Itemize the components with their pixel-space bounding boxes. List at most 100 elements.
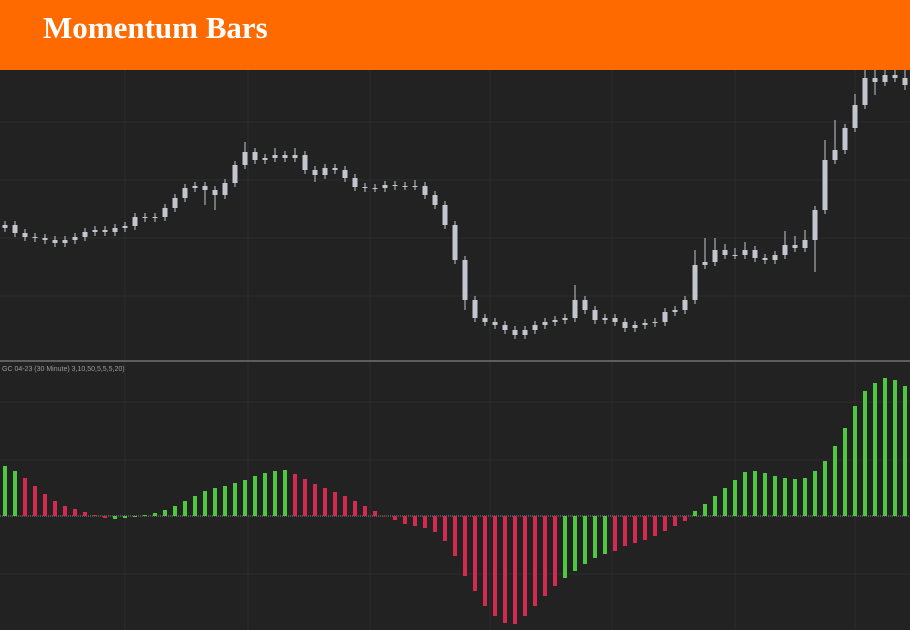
- momentum-bar: [683, 516, 687, 521]
- candle-body: [102, 230, 108, 232]
- momentum-bar: [193, 496, 197, 516]
- candle-body: [572, 300, 578, 318]
- momentum-bar: [763, 473, 767, 516]
- momentum-bar: [493, 516, 497, 616]
- momentum-bar: [93, 515, 97, 516]
- momentum-bar: [653, 516, 657, 536]
- candle-body: [332, 168, 338, 170]
- candle-body: [92, 230, 98, 232]
- momentum-bar: [613, 516, 617, 551]
- momentum-bar: [53, 501, 57, 516]
- momentum-bar: [873, 383, 877, 516]
- momentum-bar: [773, 476, 777, 516]
- candle-body: [732, 255, 738, 256]
- candle-body: [282, 155, 288, 158]
- momentum-bar: [883, 378, 887, 516]
- candle-body: [792, 245, 798, 248]
- candle-body: [762, 258, 768, 260]
- candle-body: [422, 186, 428, 195]
- momentum-bar: [803, 478, 807, 516]
- candle-body: [352, 178, 358, 187]
- momentum-bar: [253, 476, 257, 516]
- candle-body: [562, 318, 568, 320]
- momentum-bar: [603, 516, 607, 554]
- momentum-bar: [833, 446, 837, 516]
- momentum-bar: [363, 506, 367, 516]
- candle-body: [442, 205, 448, 225]
- momentum-bar: [733, 480, 737, 516]
- candle-body: [742, 250, 748, 255]
- candle-body: [522, 330, 528, 335]
- candle-body: [472, 300, 478, 318]
- candle-body: [482, 318, 488, 322]
- momentum-bar: [593, 516, 597, 558]
- momentum-bar: [563, 516, 567, 578]
- candle-body: [402, 186, 408, 187]
- candle-body: [552, 320, 558, 322]
- momentum-bar: [203, 491, 207, 516]
- candle-body: [802, 240, 808, 248]
- candle-body: [622, 322, 628, 328]
- candle-body: [692, 265, 698, 300]
- candle-body: [252, 152, 258, 160]
- momentum-bar: [793, 479, 797, 516]
- momentum-bar: [243, 480, 247, 516]
- candle-body: [322, 168, 328, 175]
- momentum-bar: [523, 516, 527, 616]
- momentum-bar: [123, 516, 127, 518]
- candle-body: [2, 225, 8, 228]
- candle-body: [342, 170, 348, 178]
- momentum-bar: [293, 474, 297, 516]
- momentum-bar: [643, 516, 647, 540]
- momentum-bar: [893, 380, 897, 516]
- momentum-bar: [743, 472, 747, 516]
- candle-body: [162, 208, 168, 217]
- momentum-bar: [393, 516, 397, 520]
- momentum-bar: [313, 484, 317, 516]
- candle-body: [672, 310, 678, 312]
- candle-body: [582, 300, 588, 310]
- candle-body: [462, 260, 468, 300]
- candle-body: [772, 255, 778, 260]
- momentum-bar: [663, 516, 667, 531]
- momentum-bar: [543, 516, 547, 596]
- candle-body: [842, 128, 848, 150]
- momentum-bar: [473, 516, 477, 591]
- candle-body: [532, 325, 538, 330]
- candle-body: [142, 217, 148, 218]
- momentum-bar: [133, 516, 137, 517]
- momentum-bar: [453, 516, 457, 556]
- candle-body: [632, 325, 638, 328]
- candle-body: [862, 78, 868, 105]
- candle-body: [32, 237, 38, 238]
- candle-body: [782, 245, 788, 255]
- momentum-bar: [143, 515, 147, 516]
- momentum-bar: [843, 428, 847, 516]
- candle-body: [452, 225, 458, 260]
- momentum-bar: [23, 478, 27, 516]
- candle-body: [752, 250, 758, 258]
- momentum-bar: [73, 509, 77, 516]
- momentum-bar: [33, 486, 37, 516]
- momentum-bar: [413, 516, 417, 526]
- candle-body: [822, 160, 828, 210]
- momentum-bar: [163, 510, 167, 516]
- candle-body: [192, 186, 198, 188]
- momentum-bar: [303, 479, 307, 516]
- momentum-bar: [813, 471, 817, 516]
- momentum-bar: [423, 516, 427, 528]
- candle-body: [812, 210, 818, 240]
- momentum-bar: [433, 516, 437, 532]
- candle-body: [212, 190, 218, 195]
- candle-body: [182, 188, 188, 198]
- candle-body: [292, 155, 298, 158]
- candle-body: [722, 250, 728, 255]
- candle-body: [172, 198, 178, 208]
- momentum-bar: [823, 461, 827, 516]
- momentum-bar: [283, 470, 287, 516]
- momentum-bar: [783, 478, 787, 516]
- momentum-bar: [43, 494, 47, 516]
- candle-body: [592, 310, 598, 320]
- candle-body: [492, 322, 498, 325]
